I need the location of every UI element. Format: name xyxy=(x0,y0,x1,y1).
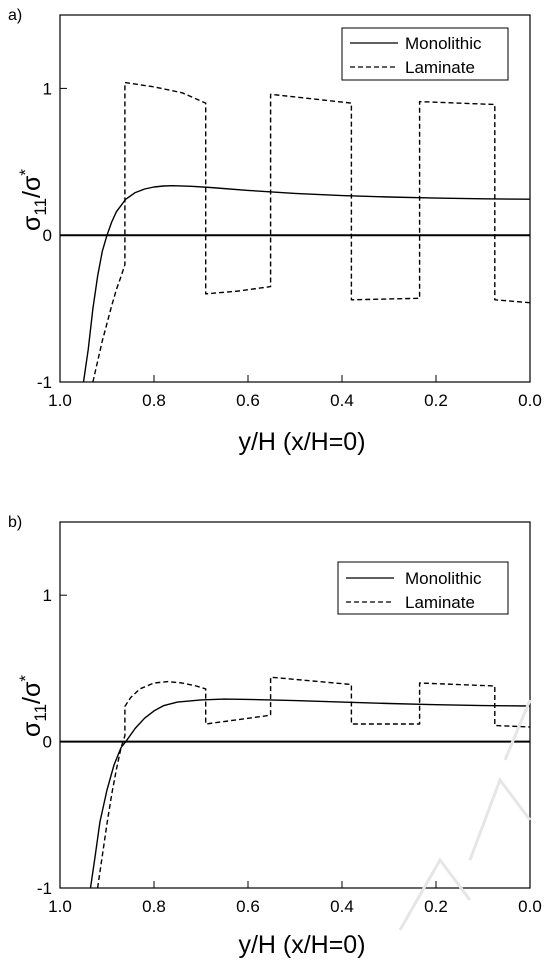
x-tick-label-a-0: 1.0 xyxy=(48,391,72,410)
y-tick-label-b-2: 1 xyxy=(43,586,52,605)
panel-label-b: b) xyxy=(8,514,22,531)
x-tick-label-b-0: 1.0 xyxy=(48,897,72,916)
watermark-decoration xyxy=(398,699,532,931)
chart-panel-b: b) 1.0 0.8 0.6 0.4 0.2 0.0 -1 0 1 σ11/σ* y/H (x/… xyxy=(8,514,542,959)
series-group-b xyxy=(89,676,530,888)
y-tick-label-b-1: 0 xyxy=(43,733,52,752)
legend-label-laminate-a: Laminate xyxy=(405,58,475,77)
x-axis-label-a: y/H (x/H=0) xyxy=(238,428,365,456)
legend-b: Monolithic Laminate xyxy=(337,561,509,615)
watermark-stroke-1 xyxy=(398,857,472,931)
y-tick-label-b-0: -1 xyxy=(37,879,52,898)
x-tick-label-b-3: 0.4 xyxy=(330,897,354,916)
series-line-a-monolithic xyxy=(82,185,530,382)
legend-a: Monolithic Laminate xyxy=(341,27,509,81)
x-tick-label-a-4: 0.2 xyxy=(424,391,448,410)
plot-frame-b xyxy=(59,521,531,889)
x-tick-label-b-4: 0.2 xyxy=(424,897,448,916)
y-axis-label-b-text: σ11/σ* xyxy=(16,675,50,737)
x-tick-label-b-2: 0.6 xyxy=(236,897,260,916)
series-group-a xyxy=(82,81,530,382)
series-line-b-monolithic xyxy=(89,698,530,888)
y-tick-label-a-0: -1 xyxy=(37,373,52,392)
watermark-stroke-3 xyxy=(503,699,532,761)
x-tick-label-a-3: 0.4 xyxy=(330,391,354,410)
axis-ticks-a: 1.0 0.8 0.6 0.4 0.2 0.0 -1 0 1 xyxy=(37,79,542,410)
y-axis-label-a: σ11/σ* xyxy=(16,169,50,231)
axis-ticks-b: 1.0 0.8 0.6 0.4 0.2 0.0 -1 0 1 xyxy=(37,586,542,916)
legend-label-monolithic-b: Monolithic xyxy=(405,569,482,588)
legend-box-b xyxy=(337,561,509,615)
legend-label-monolithic-a: Monolithic xyxy=(405,34,482,53)
x-tick-label-b-1: 0.8 xyxy=(142,897,166,916)
y-axis-label-a-text: σ11/σ* xyxy=(16,169,50,231)
chart-panel-a: a) 1.0 0.8 0.6 0.4 0.2 0.0 -1 0 1 σ11/σ* y/H (x/… xyxy=(8,7,542,456)
series-line-b-laminate xyxy=(96,676,530,888)
series-line-a-laminate xyxy=(92,81,530,382)
panel-label-a: a) xyxy=(8,7,22,24)
legend-box-a xyxy=(341,27,509,81)
y-tick-label-a-1: 0 xyxy=(43,226,52,245)
legend-label-laminate-b: Laminate xyxy=(405,593,475,612)
y-axis-label-b: σ11/σ* xyxy=(16,675,50,737)
x-tick-label-a-1: 0.8 xyxy=(142,391,166,410)
x-tick-label-b-5: 0.0 xyxy=(518,897,542,916)
x-axis-label-b: y/H (x/H=0) xyxy=(238,931,365,959)
y-tick-label-a-2: 1 xyxy=(43,79,52,98)
x-tick-label-a-2: 0.6 xyxy=(236,391,260,410)
watermark-stroke-2 xyxy=(468,776,532,861)
x-tick-label-a-5: 0.0 xyxy=(518,391,542,410)
